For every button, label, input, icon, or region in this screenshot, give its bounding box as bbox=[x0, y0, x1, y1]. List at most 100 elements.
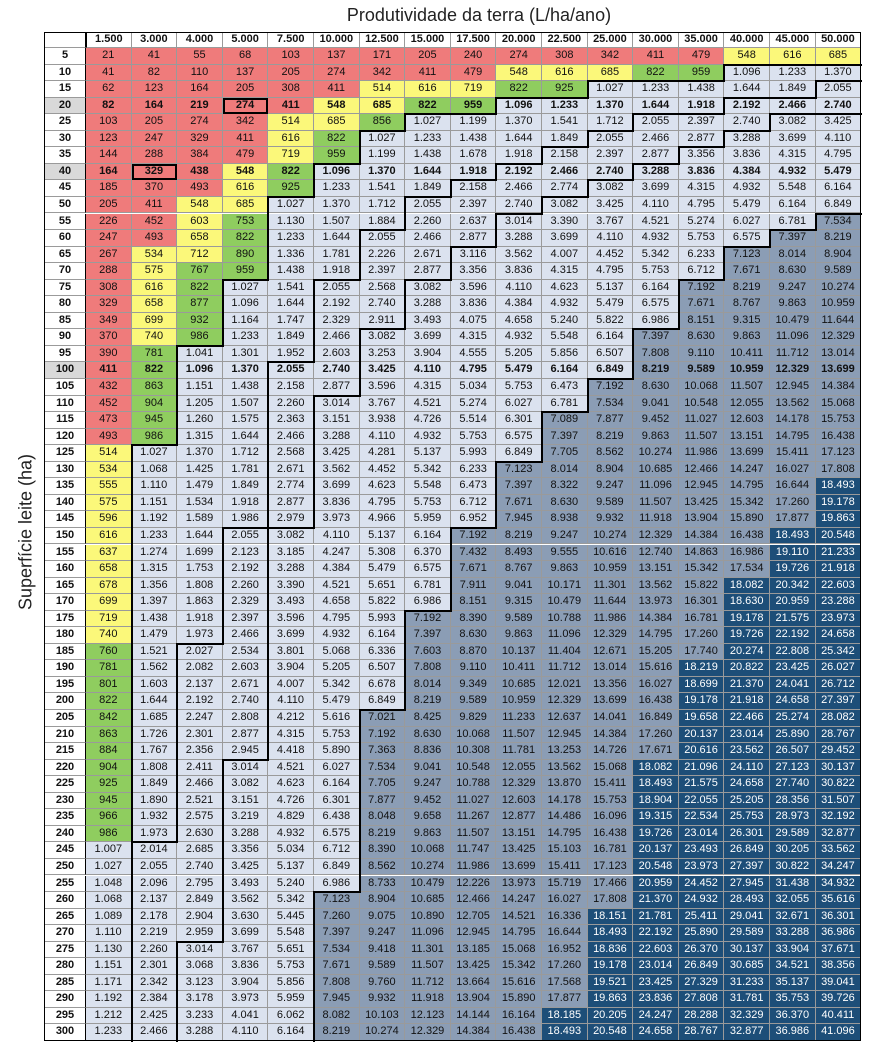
table-cell: 7.534 bbox=[359, 759, 406, 777]
table-cell: 6.575 bbox=[633, 296, 679, 313]
threshold-line bbox=[404, 113, 498, 116]
table-cell: 226 bbox=[86, 213, 132, 231]
table-cell: 2.247 bbox=[177, 710, 223, 727]
table-cell: 6.952 bbox=[450, 511, 497, 528]
table-cell: 8.870 bbox=[450, 643, 497, 661]
table-cell: 3.288 bbox=[405, 296, 451, 313]
row-header: 140 bbox=[44, 494, 86, 512]
table-cell: 7.671 bbox=[314, 958, 360, 975]
table-cell: 7.603 bbox=[405, 643, 451, 661]
column-header: 50.000 bbox=[815, 32, 862, 48]
table-cell: 22.534 bbox=[678, 809, 725, 826]
table-cell: 3.116 bbox=[450, 246, 497, 264]
table-cell: 411 bbox=[633, 48, 679, 65]
table-cell: 4.932 bbox=[724, 180, 770, 197]
threshold-line bbox=[541, 428, 543, 447]
table-cell: 2.055 bbox=[359, 230, 406, 247]
threshold-line bbox=[632, 329, 635, 347]
table-cell: 8.219 bbox=[496, 527, 542, 545]
table-cell: 13.425 bbox=[496, 842, 542, 859]
table-cell: 8.493 bbox=[496, 544, 542, 562]
table-cell: 3.904 bbox=[268, 660, 314, 677]
row-header: 240 bbox=[44, 825, 86, 843]
table-cell: 16.781 bbox=[678, 610, 725, 628]
table-cell: 9.863 bbox=[405, 825, 451, 843]
table-cell: 1.192 bbox=[131, 511, 178, 528]
table-cell: 1.541 bbox=[542, 114, 588, 131]
table-cell: 3.014 bbox=[496, 213, 542, 231]
table-cell: 5.308 bbox=[359, 544, 406, 562]
table-cell: 18.493 bbox=[633, 776, 679, 793]
table-cell: 29.452 bbox=[815, 743, 862, 760]
row-header: 255 bbox=[44, 875, 86, 893]
table-cell: 17.260 bbox=[542, 958, 588, 975]
table-cell: 82 bbox=[131, 64, 178, 82]
table-cell: 2.192 bbox=[314, 296, 360, 313]
row-header: 230 bbox=[44, 792, 86, 810]
table-cell: 12.637 bbox=[542, 710, 588, 727]
threshold-line bbox=[632, 328, 680, 331]
table-cell: 9.452 bbox=[405, 792, 451, 810]
threshold-line bbox=[176, 643, 179, 662]
threshold-line bbox=[313, 925, 315, 943]
table-cell: 137 bbox=[314, 48, 360, 65]
threshold-line bbox=[221, 759, 224, 778]
table-cell: 13.151 bbox=[633, 561, 679, 578]
table-cell: 4.932 bbox=[314, 627, 360, 644]
table-cell: 5.548 bbox=[405, 478, 451, 495]
threshold-line bbox=[130, 643, 133, 662]
table-cell: 411 bbox=[314, 81, 360, 98]
threshold-line bbox=[313, 394, 361, 397]
threshold-line bbox=[176, 1007, 179, 1026]
table-cell: 14.521 bbox=[496, 908, 542, 926]
table-cell: 3.178 bbox=[177, 991, 223, 1008]
table-cell: 5.479 bbox=[815, 163, 862, 181]
table-cell: 5.034 bbox=[268, 842, 314, 859]
table-cell: 20.548 bbox=[815, 527, 862, 545]
table-cell: 2.014 bbox=[131, 842, 178, 859]
table-cell: 15.068 bbox=[587, 759, 634, 777]
table-cell: 16.986 bbox=[724, 544, 770, 562]
threshold-line bbox=[495, 460, 543, 463]
table-cell: 288 bbox=[86, 263, 132, 280]
table-cell: 41 bbox=[86, 64, 132, 82]
table-cell: 479 bbox=[450, 64, 497, 82]
table-cell: 15.411 bbox=[770, 445, 816, 462]
table-cell: 390 bbox=[86, 345, 132, 363]
table-border bbox=[44, 32, 862, 1041]
table-cell: 9.041 bbox=[633, 395, 679, 413]
table-cell: 15.411 bbox=[542, 858, 588, 876]
table-cell: 11.507 bbox=[450, 825, 497, 843]
table-cell: 164 bbox=[86, 163, 132, 181]
table-cell: 8.219 bbox=[359, 825, 406, 843]
table-cell: 32.055 bbox=[770, 892, 816, 909]
table-cell: 103 bbox=[268, 48, 314, 65]
table-cell: 11.301 bbox=[405, 941, 451, 959]
table-cell: 13.425 bbox=[450, 958, 497, 975]
table-cell: 11.986 bbox=[678, 445, 725, 462]
table-cell: 11.507 bbox=[405, 958, 451, 975]
table-cell: 103 bbox=[86, 114, 132, 131]
table-cell: 3.219 bbox=[222, 809, 269, 826]
table-cell: 28.973 bbox=[770, 809, 816, 826]
threshold-line bbox=[358, 362, 361, 380]
table-cell: 39.041 bbox=[815, 974, 862, 992]
table-cell: 4.795 bbox=[587, 263, 634, 280]
table-cell: 33.288 bbox=[770, 925, 816, 942]
table-cell: 7.192 bbox=[587, 379, 634, 396]
table-cell: 33.904 bbox=[770, 941, 816, 959]
table-cell: 2.466 bbox=[177, 776, 223, 793]
threshold-line bbox=[541, 412, 543, 430]
table-cell: 15.068 bbox=[496, 941, 542, 959]
table-cell: 5.479 bbox=[496, 362, 542, 379]
table-cell: 9.589 bbox=[587, 494, 634, 512]
table-cell: 329 bbox=[86, 296, 132, 313]
table-cell: 2.055 bbox=[815, 81, 862, 98]
threshold-line bbox=[221, 594, 224, 612]
table-cell: 4.315 bbox=[450, 329, 497, 346]
threshold-line bbox=[176, 958, 179, 976]
table-cell: 26.027 bbox=[815, 660, 862, 677]
table-cell: 2.466 bbox=[222, 627, 269, 644]
threshold-line bbox=[267, 726, 270, 745]
threshold-line bbox=[221, 825, 224, 844]
